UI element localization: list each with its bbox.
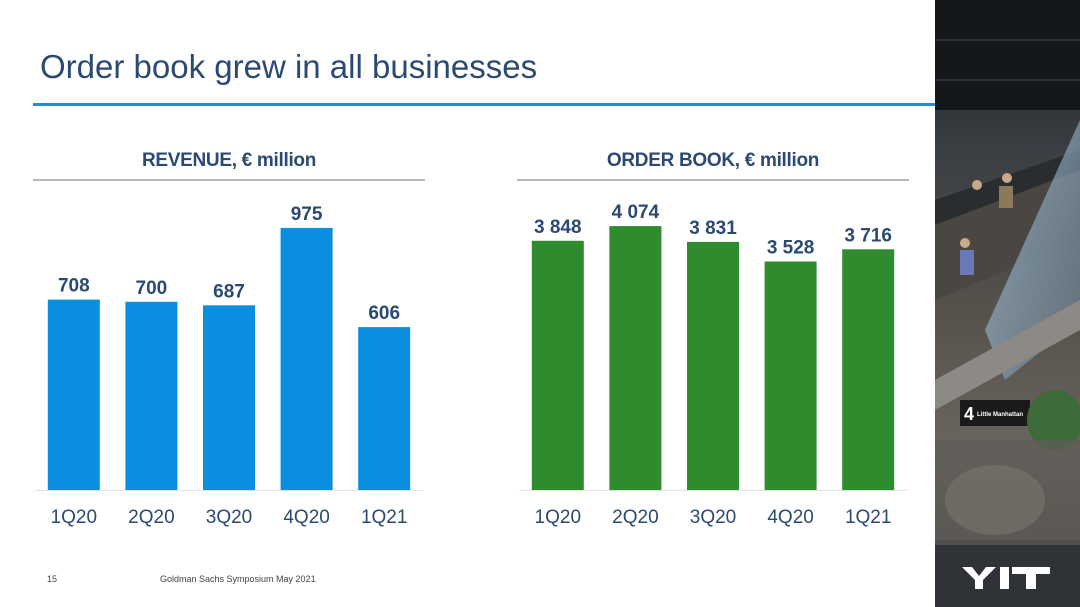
order-book-value-label: 3 848 (534, 217, 582, 238)
order-book-value-label: 4 074 (612, 202, 660, 223)
revenue-value-label: 975 (291, 204, 323, 225)
revenue-bar-4q20 (280, 227, 333, 490)
order-book-category-label: 3Q20 (690, 507, 736, 528)
order-book-chart-title: ORDER BOOK, € million (606, 150, 820, 171)
order-book-bar-2q20 (609, 226, 662, 490)
revenue-value-label: 687 (213, 281, 245, 302)
order-book-value-label: 3 716 (844, 225, 892, 246)
order-book-category-label: 4Q20 (767, 507, 813, 528)
revenue-value-label: 708 (58, 276, 90, 297)
revenue-chart-title: REVENUE, € million (141, 150, 317, 171)
revenue-bar-3q20 (203, 305, 255, 490)
revenue-bar-1q21 (358, 327, 411, 490)
escalator-photo: 4 Little Manhattan (935, 0, 1080, 607)
page-number: 15 (47, 574, 58, 584)
order-book-category-label: 2Q20 (612, 507, 658, 528)
revenue-chart: REVENUE, € million 708 1Q20 700 2Q20 687 3Q20… (33, 145, 425, 545)
order-book-bar-1q20 (531, 240, 584, 490)
revenue-bar-2q20 (125, 301, 178, 490)
order-book-bar-1q21 (842, 249, 895, 490)
revenue-category-label: 1Q20 (51, 507, 97, 528)
order-book-chart-divider (517, 179, 909, 181)
yit-logo (962, 567, 1050, 589)
revenue-chart-divider (33, 179, 425, 181)
slide-title: Order book grew in all businesses (40, 48, 538, 85)
revenue-value-label: 606 (368, 303, 400, 324)
order-book-category-label: 1Q21 (845, 507, 891, 528)
revenue-category-label: 2Q20 (128, 507, 174, 528)
svg-text:4: 4 (964, 404, 974, 424)
revenue-category-label: 1Q21 (361, 507, 407, 528)
revenue-category-label: 4Q20 (283, 507, 329, 528)
order-book-value-label: 3 528 (767, 238, 815, 259)
revenue-chart-plot: 708 1Q20 700 2Q20 687 3Q20 975 4Q20 606 1Q21 (35, 204, 423, 528)
revenue-category-label: 3Q20 (206, 507, 252, 528)
svg-text:Little Manhattan: Little Manhattan (977, 412, 1023, 418)
order-book-bar-4q20 (764, 261, 817, 490)
revenue-value-label: 700 (136, 278, 168, 299)
order-book-value-label: 3 831 (689, 218, 737, 239)
order-book-chart-plot: 3 848 1Q20 4 074 2Q20 3 831 3Q20 3 528 4Q20 3 71… (519, 202, 907, 528)
order-book-category-label: 1Q20 (535, 507, 581, 528)
title-divider (33, 103, 1046, 106)
revenue-bar-1q20 (47, 299, 100, 490)
footer-event-text: Goldman Sachs Symposium May 2021 (160, 574, 316, 584)
order-book-bar-3q20 (687, 241, 739, 490)
order-book-chart: ORDER BOOK, € million 3 848 1Q20 4 074 2Q20… (517, 145, 909, 545)
